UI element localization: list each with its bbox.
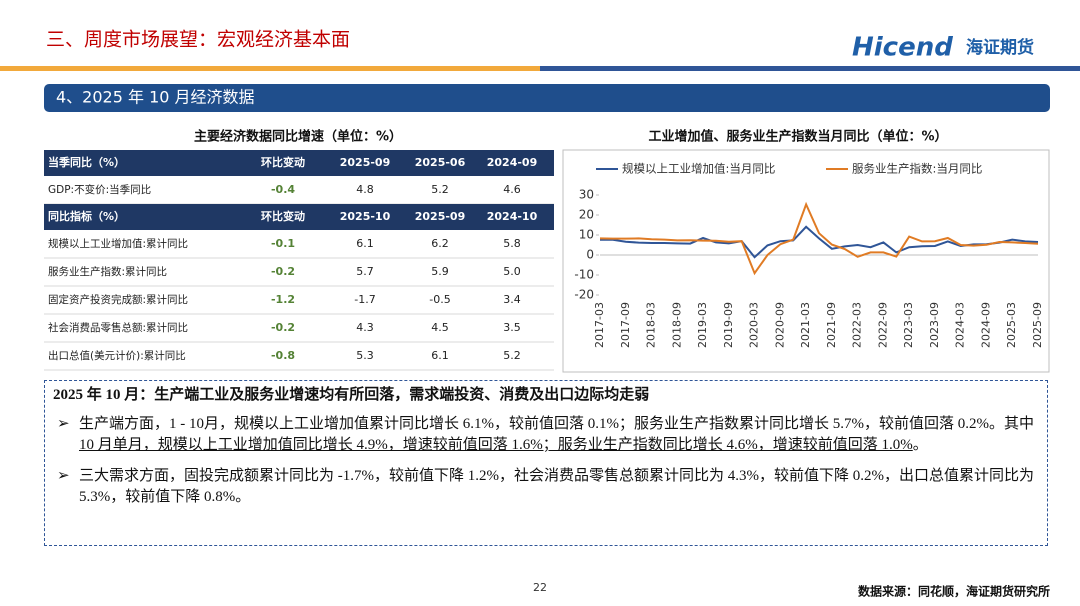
y-tick-label: 20 bbox=[579, 208, 594, 222]
x-tick-label: 2024-09 bbox=[979, 302, 992, 348]
y-tick-label: -10 bbox=[574, 268, 594, 282]
table-cell: -0.1 bbox=[271, 237, 295, 250]
table-cell: 4.5 bbox=[431, 321, 449, 334]
table-cell: 5.3 bbox=[356, 349, 374, 362]
table-header-cell: 2025-10 bbox=[340, 210, 391, 223]
page-number: 22 bbox=[533, 581, 547, 594]
table-cell: 5.2 bbox=[503, 349, 521, 362]
x-tick-label: 2022-09 bbox=[876, 302, 889, 348]
table-header-cell: 同比指标（%） bbox=[48, 209, 125, 223]
table-header-cell: 2025-09 bbox=[415, 210, 466, 223]
x-tick-label: 2018-09 bbox=[670, 302, 683, 348]
header-bar bbox=[0, 66, 540, 71]
table-header-cell: 环比变动 bbox=[261, 155, 305, 169]
x-tick-label: 2020-09 bbox=[773, 302, 786, 348]
x-tick-label: 2021-03 bbox=[799, 302, 812, 348]
table-cell: 5.2 bbox=[431, 183, 449, 196]
table-cell: 规模以上工业增加值:累计同比 bbox=[48, 237, 188, 250]
summary-title: 2025 年 10 月：生产端工业及服务业增速均有所回落，需求端投资、消费及出口… bbox=[53, 387, 650, 403]
table-header-cell: 当季同比（%） bbox=[48, 155, 125, 169]
bullet: 生产端方面，1 - 10月，规模以上工业增加值累计同比增长 6.1%，较前值回落… bbox=[53, 414, 1039, 456]
x-tick-label: 2017-09 bbox=[619, 302, 632, 348]
y-tick-label: -20 bbox=[574, 288, 594, 302]
table-cell: -0.4 bbox=[271, 183, 295, 196]
table-cell: 6.1 bbox=[356, 237, 374, 250]
section-bar bbox=[44, 84, 1050, 112]
bullet-text: 生产端方面，1 - 10月，规模以上工业增加值累计同比增长 6.1%，较前值回落… bbox=[79, 416, 1034, 432]
table-header-cell: 环比变动 bbox=[261, 209, 305, 223]
table-header-row bbox=[44, 150, 554, 176]
header-bar bbox=[540, 66, 1080, 71]
x-tick-label: 2022-03 bbox=[851, 302, 864, 348]
table-cell: 4.8 bbox=[356, 183, 374, 196]
y-tick-label: 0 bbox=[586, 248, 594, 262]
bullet-underlined: 10 月单月，规模以上工业增加值同比增长 4.9%，增速较前值回落 1.6%；服… bbox=[79, 437, 913, 453]
table-cell: GDP:不变价:当季同比 bbox=[48, 183, 151, 196]
table-header-cell: 2025-09 bbox=[340, 156, 391, 169]
slide-title: 三、周度市场展望：宏观经济基本面 bbox=[46, 29, 350, 51]
table-cell: 服务业生产指数:累计同比 bbox=[48, 265, 167, 278]
table-cell: -0.2 bbox=[271, 265, 295, 278]
x-tick-label: 2021-09 bbox=[825, 302, 838, 348]
logo-cn: 海证期货 bbox=[966, 37, 1034, 58]
table-header-cell: 2024-10 bbox=[487, 210, 538, 223]
x-tick-label: 2020-03 bbox=[748, 302, 761, 348]
x-tick-label: 2024-03 bbox=[954, 302, 967, 348]
table-cell: 固定资产投资完成额:累计同比 bbox=[48, 293, 188, 306]
x-tick-label: 2019-09 bbox=[722, 302, 735, 348]
table-cell: 3.4 bbox=[503, 293, 521, 306]
table-cell: 4.3 bbox=[356, 321, 374, 334]
x-tick-label: 2025-09 bbox=[1031, 302, 1044, 348]
table-cell: 5.7 bbox=[356, 265, 374, 278]
x-tick-label: 2018-03 bbox=[645, 302, 658, 348]
table-cell: -1.7 bbox=[354, 293, 375, 306]
chart-title: 工业增加值、服务业生产指数当月同比（单位：%） bbox=[648, 129, 947, 145]
table-header-cell: 2024-09 bbox=[487, 156, 538, 169]
bullet-text: 三大需求方面，固投完成额累计同比为 -1.7%，较前值下降 1.2%，社会消费品… bbox=[79, 468, 1034, 505]
summary-box: 2025 年 10 月：生产端工业及服务业增速均有所回落，需求端投资、消费及出口… bbox=[44, 380, 1048, 546]
legend-label: 服务业生产指数:当月同比 bbox=[852, 162, 982, 176]
bullet: 三大需求方面，固投完成额累计同比为 -1.7%，较前值下降 1.2%，社会消费品… bbox=[53, 466, 1039, 508]
table-cell: 5.8 bbox=[503, 237, 521, 250]
x-tick-label: 2025-03 bbox=[1005, 302, 1018, 348]
table-cell: -1.2 bbox=[271, 293, 295, 306]
table-cell: 3.5 bbox=[503, 321, 521, 334]
table-cell: 5.9 bbox=[431, 265, 449, 278]
table-cell: -0.2 bbox=[271, 321, 295, 334]
table-cell: 出口总值(美元计价):累计同比 bbox=[48, 349, 186, 362]
y-tick-label: 30 bbox=[579, 188, 594, 202]
table-cell: 社会消费品零售总额:累计同比 bbox=[48, 321, 188, 334]
table-cell: 6.2 bbox=[431, 237, 449, 250]
chart-frame bbox=[562, 149, 1050, 373]
x-tick-label: 2017-03 bbox=[593, 302, 606, 348]
source: 数据来源：同花顺，海证期货研究所 bbox=[858, 584, 1050, 599]
x-tick-label: 2023-09 bbox=[928, 302, 941, 348]
table-cell: 6.1 bbox=[431, 349, 449, 362]
table-cell: 5.0 bbox=[503, 265, 521, 278]
x-tick-label: 2019-03 bbox=[696, 302, 709, 348]
x-tick-label: 2023-03 bbox=[902, 302, 915, 348]
table-cell: 4.6 bbox=[503, 183, 521, 196]
bullet-tail: 。 bbox=[912, 437, 928, 453]
series-line bbox=[599, 201, 1039, 276]
table-header-cell: 2025-06 bbox=[415, 156, 466, 169]
table-title: 主要经济数据同比增速（单位：%） bbox=[194, 129, 402, 145]
table-cell: -0.5 bbox=[429, 293, 450, 306]
y-tick-label: 10 bbox=[579, 228, 594, 242]
legend-label: 规模以上工业增加值:当月同比 bbox=[622, 162, 775, 176]
table-cell: -0.8 bbox=[271, 349, 295, 362]
logo: Hicend bbox=[852, 33, 953, 63]
section-title: 4、2025 年 10 月经济数据 bbox=[56, 88, 255, 107]
table-header-row bbox=[44, 204, 554, 230]
